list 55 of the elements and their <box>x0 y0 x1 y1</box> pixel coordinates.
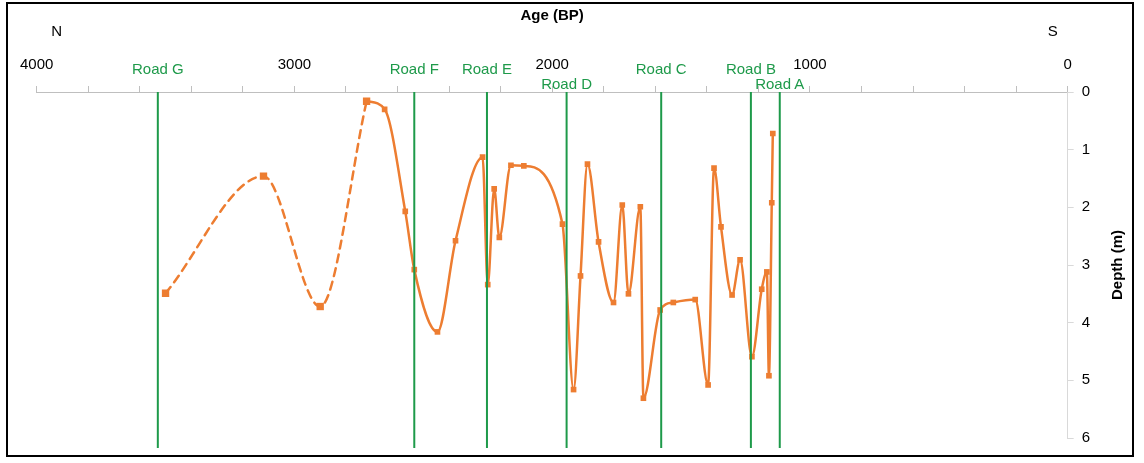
point <box>729 292 735 298</box>
point <box>381 106 388 113</box>
point <box>491 186 498 192</box>
point <box>259 172 268 180</box>
point <box>766 372 772 379</box>
point <box>670 299 677 306</box>
text: S <box>1047 22 1058 39</box>
y-tick-label: 6 <box>1081 428 1090 446</box>
point <box>496 234 503 241</box>
point <box>637 203 644 210</box>
y-axis-title: Depth (m) <box>1108 230 1126 300</box>
point <box>316 302 324 311</box>
x-tick-label: 0 <box>1063 55 1072 73</box>
point <box>737 256 743 263</box>
y-tick-label: 1 <box>1081 139 1090 157</box>
ref-line-label: Road D <box>541 75 593 92</box>
text: N <box>51 22 63 39</box>
x-tick-label: 2000 <box>535 55 569 73</box>
point <box>758 286 765 293</box>
ref-line-label: Road A <box>755 75 805 92</box>
x-axis-title: Age (BP) <box>520 6 584 23</box>
point <box>705 382 711 388</box>
point <box>769 130 776 137</box>
x-tick-label: 4000 <box>20 55 54 73</box>
point <box>559 221 566 227</box>
point <box>161 289 170 297</box>
y-tick-label: 3 <box>1081 255 1090 273</box>
ref-line-label: Road G <box>131 60 184 77</box>
point <box>577 273 584 279</box>
point <box>711 165 717 171</box>
point <box>640 395 647 402</box>
ref-line-label: Road F <box>389 60 439 77</box>
point <box>595 239 602 245</box>
y-tick-label: 5 <box>1081 370 1090 388</box>
point <box>508 162 514 169</box>
point <box>619 202 626 208</box>
y-tick-label: 0 <box>1081 82 1090 100</box>
y-tick-label: 4 <box>1081 312 1090 330</box>
x-tick-label: 3000 <box>277 55 312 73</box>
point <box>764 269 770 275</box>
point <box>718 224 724 230</box>
x-tick-label: 1000 <box>793 55 827 73</box>
point <box>434 329 441 335</box>
point <box>479 154 486 160</box>
ref-line-label: Road E <box>461 60 512 77</box>
ref-line-label: Road C <box>635 60 687 77</box>
point <box>584 161 591 167</box>
point <box>402 208 409 215</box>
point <box>692 296 699 303</box>
y-tick-label: 2 <box>1081 197 1090 215</box>
point <box>452 237 459 244</box>
point <box>768 199 775 206</box>
point <box>520 162 527 169</box>
point <box>625 291 632 297</box>
ref-line-label: Road B <box>725 60 776 77</box>
